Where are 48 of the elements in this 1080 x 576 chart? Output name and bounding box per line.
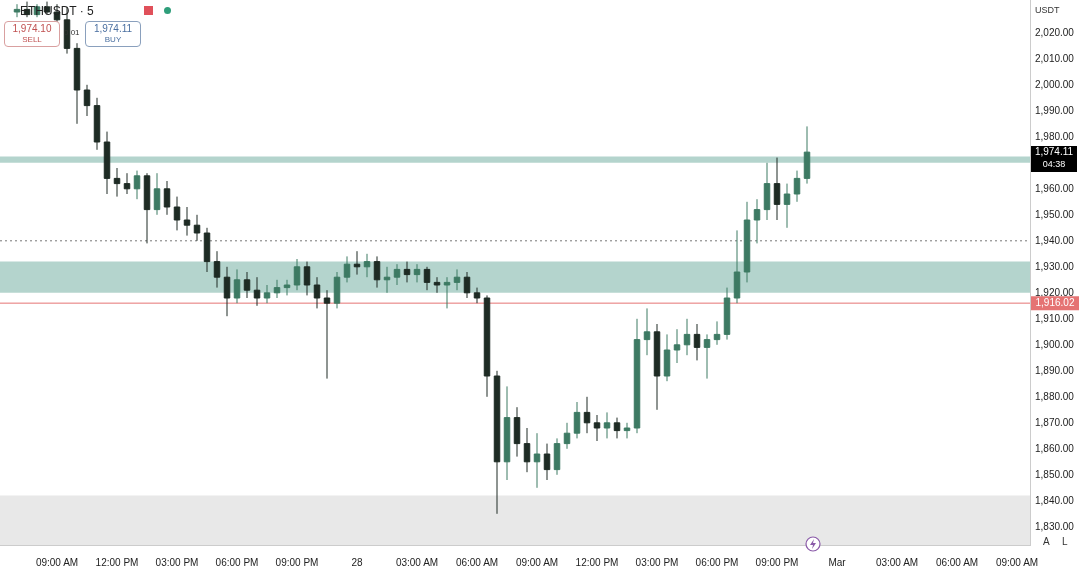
y-tick-label: 1,830.00 xyxy=(1035,520,1075,532)
y-tick-label: 1,940.00 xyxy=(1035,234,1075,246)
y-tick-label: 1,860.00 xyxy=(1035,442,1075,454)
text: L xyxy=(1062,536,1068,547)
y-tick-label: 1,900.00 xyxy=(1035,338,1075,350)
x-tick-label: 09:00 PM xyxy=(275,556,319,568)
x-tick-label: 09:00 PM xyxy=(755,556,799,568)
x-tick-label: 03:00 PM xyxy=(155,556,199,568)
y-tick-label: 1,950.00 xyxy=(1035,208,1075,220)
buy-button: 1,974.11 BUY xyxy=(85,21,141,47)
x-tick-label: 06:00 AM xyxy=(455,556,499,568)
y-tick-label: 1,880.00 xyxy=(1035,390,1075,402)
x-tick-label: 06:00 PM xyxy=(695,556,739,568)
y-tick-label: 2,000.00 xyxy=(1035,78,1075,90)
x-tick-label: 09:00 AM xyxy=(995,556,1039,568)
annotation: BUY xyxy=(103,34,123,45)
x-tick-label: 12:00 PM xyxy=(95,556,139,568)
y-tick-label: 1,920.00 xyxy=(1035,286,1075,298)
x-tick-label: 03:00 PM xyxy=(635,556,679,568)
x-tick-label: Mar xyxy=(828,556,847,568)
annotation: SELL xyxy=(21,34,43,45)
text: 1,974.11 xyxy=(1033,146,1075,158)
y-tick-label: 1,990.00 xyxy=(1035,104,1075,116)
y-tick-label: 1,890.00 xyxy=(1035,364,1075,376)
x-tick-label: 28 xyxy=(351,556,363,568)
x-tick-label: 03:00 AM xyxy=(395,556,439,568)
y-tick-label: 2,010.00 xyxy=(1035,52,1075,64)
y-axis-title: USDT xyxy=(1035,5,1060,15)
y-tick-label: 1,850.00 xyxy=(1035,468,1075,480)
y-tick-label: 1,840.00 xyxy=(1035,494,1075,506)
text: A xyxy=(1043,536,1050,547)
text: 04:38 xyxy=(1041,158,1067,170)
y-tick-label: 1,980.00 xyxy=(1035,130,1075,142)
ref-line-label: 1,916.02 xyxy=(1035,296,1075,308)
sell-button: 1,974.10 SELL xyxy=(4,21,60,47)
y-tick-label: 1,870.00 xyxy=(1035,416,1075,428)
x-tick-label: 09:00 AM xyxy=(515,556,559,568)
y-tick-label: 1,960.00 xyxy=(1035,182,1075,194)
y-tick-label: 1,930.00 xyxy=(1035,260,1075,272)
y-tick-label: 2,020.00 xyxy=(1035,26,1075,38)
annotation: 1,974.10 xyxy=(11,23,53,34)
x-tick-label: 03:00 AM xyxy=(875,556,919,568)
x-tick-label: 06:00 PM xyxy=(215,556,259,568)
y-tick-label: 1,910.00 xyxy=(1035,312,1075,324)
x-tick-label: 06:00 AM xyxy=(935,556,979,568)
x-tick-label: 12:00 PM xyxy=(575,556,619,568)
annotation: 1,974.11 xyxy=(92,23,134,34)
x-tick-label: 09:00 AM xyxy=(35,556,79,568)
